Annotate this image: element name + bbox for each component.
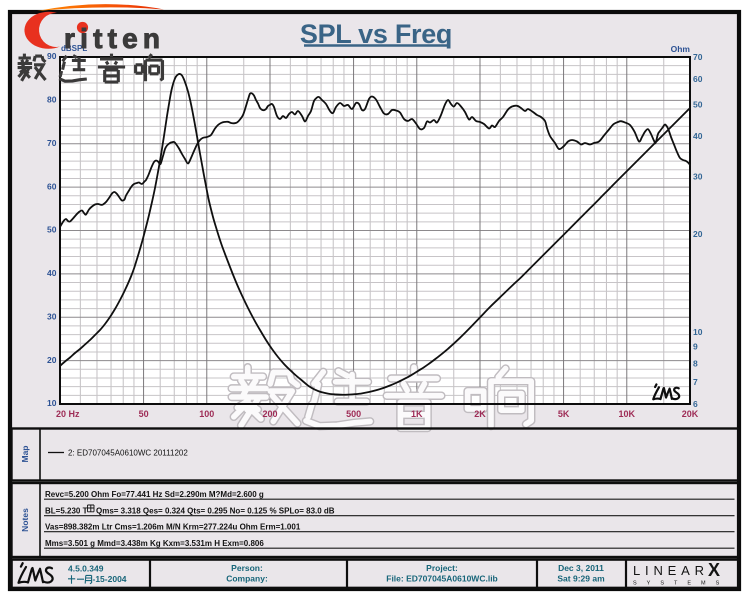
- svg-text:500: 500: [346, 409, 361, 419]
- svg-text:Ohm: Ohm: [671, 44, 691, 54]
- svg-text:30: 30: [693, 172, 703, 182]
- svg-text:Mms=3.501 g Mmd=3.438m Kg Kxm=: Mms=3.501 g Mmd=3.438m Kg Kxm=3.531m H E…: [45, 539, 264, 548]
- svg-text:100: 100: [199, 409, 214, 419]
- svg-text:SYSTEMS: SYSTEMS: [633, 581, 729, 587]
- svg-text:60: 60: [47, 181, 57, 191]
- svg-text:40: 40: [47, 268, 57, 278]
- svg-text:Project:: Project:: [426, 563, 458, 573]
- svg-text:LINEAR: LINEAR: [633, 563, 709, 578]
- svg-text:2K: 2K: [474, 409, 486, 419]
- svg-text:Person:: Person:: [231, 563, 263, 573]
- svg-text:6: 6: [693, 399, 698, 409]
- svg-text:File: ED707045A0610WC.lib: File: ED707045A0610WC.lib: [386, 574, 498, 584]
- svg-text:50: 50: [693, 100, 703, 110]
- svg-text:BL=5.230 T: BL=5.230 T: [45, 507, 88, 516]
- svg-text:5K: 5K: [558, 409, 570, 419]
- svg-text:60: 60: [693, 74, 703, 84]
- svg-text:-15-2004: -15-2004: [93, 574, 127, 584]
- svg-text:1K: 1K: [411, 409, 423, 419]
- svg-text:50: 50: [47, 225, 57, 235]
- svg-text:10: 10: [693, 327, 703, 337]
- svg-text:7: 7: [693, 377, 698, 387]
- svg-text:Dec 3, 2011: Dec 3, 2011: [558, 563, 604, 573]
- svg-text:70: 70: [47, 138, 57, 148]
- svg-text:4.5.0.349: 4.5.0.349: [68, 564, 104, 574]
- svg-text:Sat 9:29 am: Sat 9:29 am: [557, 574, 605, 584]
- svg-text:80: 80: [47, 95, 57, 105]
- svg-text:Notes: Notes: [20, 508, 30, 532]
- svg-text:Map: Map: [20, 446, 30, 463]
- svg-text:70: 70: [693, 52, 703, 62]
- svg-text:90: 90: [47, 51, 57, 61]
- svg-text:X: X: [708, 560, 720, 580]
- svg-text:10: 10: [47, 398, 57, 408]
- svg-text:20: 20: [47, 355, 57, 365]
- svg-text:ritten: ritten: [64, 23, 165, 54]
- svg-text:Revc=5.200 Ohm Fo=77.441 Hz: Revc=5.200 Ohm Fo=77.441 Hz Sd=2.290m M?…: [45, 490, 264, 499]
- svg-text:20K: 20K: [682, 409, 699, 419]
- svg-text:dBSPL: dBSPL: [61, 44, 87, 53]
- svg-text:10K: 10K: [619, 409, 636, 419]
- svg-text:Qms= 3.318 Qes= 0.324 Qts= 0: Qms= 3.318 Qes= 0.324 Qts= 0.295 No= 0.1…: [96, 507, 335, 516]
- svg-text:Vas=898.382m Ltr Cms=1.206m M: Vas=898.382m Ltr Cms=1.206m M/N Krm=277.…: [45, 523, 301, 532]
- svg-text:8: 8: [693, 358, 698, 368]
- svg-text:50: 50: [139, 409, 149, 419]
- svg-text:200: 200: [262, 409, 277, 419]
- svg-text:2: ED707045A0610WC 20111202: 2: ED707045A0610WC 20111202: [68, 449, 188, 458]
- svg-text:SPL vs Freq: SPL vs Freq: [300, 19, 452, 49]
- svg-text:9: 9: [693, 342, 698, 352]
- svg-text:20: 20: [693, 229, 703, 239]
- svg-text:20 Hz: 20 Hz: [56, 409, 80, 419]
- svg-text:Company:: Company:: [226, 574, 268, 584]
- svg-text:30: 30: [47, 311, 57, 321]
- svg-text:40: 40: [693, 131, 703, 141]
